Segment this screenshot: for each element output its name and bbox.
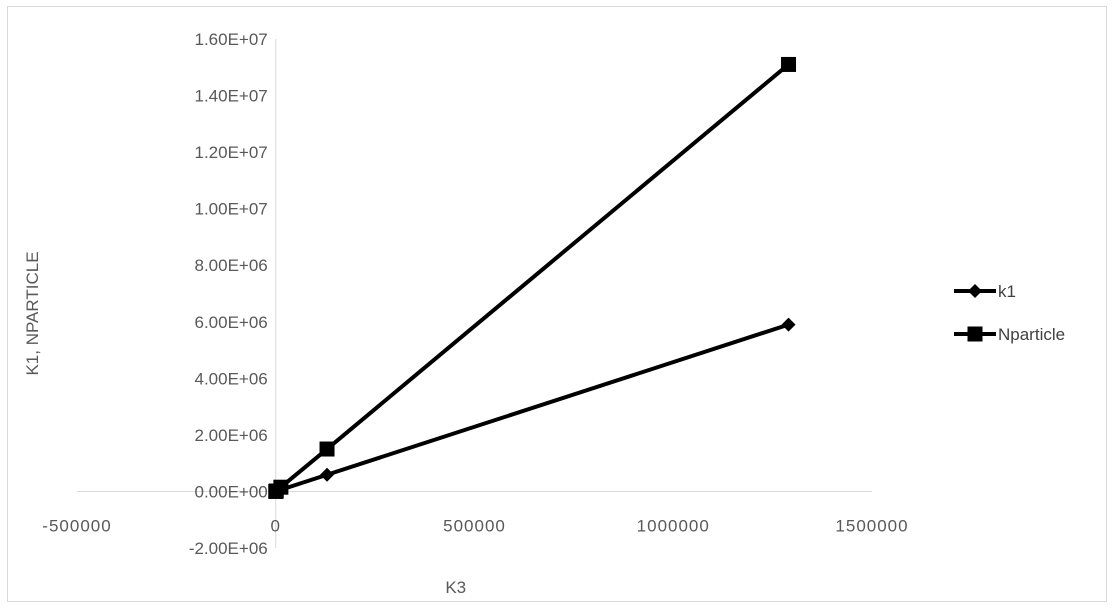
data-point-nparticle	[781, 56, 797, 72]
series-line-nparticle	[274, 62, 790, 494]
data-point-nparticle	[273, 479, 289, 495]
y-tick-label: 1.20E+07	[194, 143, 267, 162]
legend: k1 Nparticle	[954, 282, 1065, 344]
legend-label-k1: k1	[998, 282, 1016, 301]
legend-label-nparticle: Nparticle	[998, 325, 1065, 344]
series	[268, 56, 797, 499]
data-point-k1	[781, 317, 796, 332]
y-axis-label: K1, NPARTICLE	[23, 251, 42, 375]
x-axis-label: K3	[445, 578, 466, 597]
axes	[77, 39, 872, 548]
legend-marker-k1	[968, 284, 982, 298]
y-tick-label: 4.00E+06	[194, 369, 267, 388]
series-line-k1	[274, 322, 790, 494]
data-point-k1	[320, 467, 335, 482]
y-tick-label: 0.00E+00	[194, 482, 267, 501]
y-tick-label: 6.00E+06	[194, 313, 267, 332]
y-tick-label: -2.00E+06	[189, 539, 268, 558]
y-tick-label: 2.00E+06	[194, 426, 267, 445]
y-tick-label: 1.00E+07	[194, 200, 267, 219]
x-tick-label: 1500000	[835, 516, 908, 535]
data-point-nparticle	[319, 441, 335, 457]
y-tick-label: 1.60E+07	[194, 30, 267, 49]
x-tick-label: 0	[271, 516, 281, 535]
x-tick-label: -500000	[42, 516, 111, 535]
y-tick-label: 1.40E+07	[194, 87, 267, 106]
tick-labels: -2.00E+06 0.00E+00 2.00E+06 4.00E+06 6.00E+0…	[42, 30, 908, 558]
x-tick-label: 1000000	[637, 516, 710, 535]
x-tick-label: 500000	[443, 516, 506, 535]
chart-frame: -2.00E+06 0.00E+00 2.00E+06 4.00E+06 6.00E+0…	[7, 6, 1107, 602]
legend-marker-nparticle	[967, 326, 983, 342]
y-tick-label: 8.00E+06	[194, 256, 267, 275]
chart: -2.00E+06 0.00E+00 2.00E+06 4.00E+06 6.00E+0…	[23, 30, 1065, 597]
